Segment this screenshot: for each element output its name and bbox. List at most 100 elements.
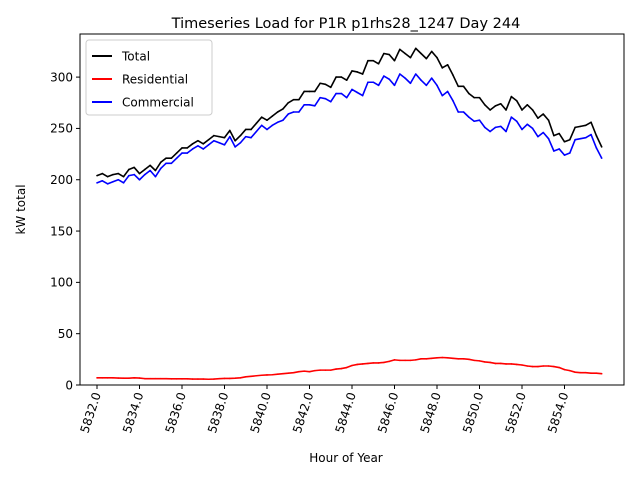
- data-point-total: [383, 52, 385, 55]
- data-point-total: [388, 53, 390, 56]
- data-point-commercial: [329, 100, 332, 103]
- data-point-commercial: [526, 123, 529, 126]
- data-point-total: [505, 109, 507, 111]
- data-point-residential: [112, 377, 114, 379]
- data-point-commercial: [473, 120, 475, 123]
- data-point-residential: [255, 374, 258, 377]
- data-point-commercial: [282, 119, 284, 122]
- data-point-residential: [521, 364, 523, 366]
- data-point-commercial: [367, 81, 369, 84]
- data-point-commercial: [255, 130, 258, 133]
- data-point-residential: [96, 377, 98, 379]
- x-tick-label: 5838.0: [205, 391, 231, 435]
- data-point-residential: [191, 378, 194, 380]
- data-point-total: [319, 82, 321, 85]
- data-point-commercial: [207, 144, 210, 146]
- data-point-commercial: [276, 121, 279, 124]
- y-tick-label: 300: [50, 70, 73, 84]
- data-point-residential: [335, 368, 337, 370]
- data-point-commercial: [244, 135, 247, 138]
- data-point-residential: [329, 369, 332, 371]
- data-point-commercial: [388, 78, 390, 80]
- data-point-residential: [372, 362, 375, 364]
- data-point-commercial: [356, 91, 359, 94]
- data-point-residential: [414, 359, 417, 361]
- data-point-total: [170, 157, 173, 159]
- data-point-commercial: [404, 77, 406, 79]
- data-point-residential: [298, 370, 300, 373]
- data-point-residential: [351, 364, 353, 367]
- data-point-total: [191, 143, 194, 145]
- data-point-commercial: [430, 77, 433, 79]
- data-point-total: [271, 115, 274, 117]
- data-point-residential: [420, 358, 422, 360]
- data-point-total: [303, 90, 305, 93]
- data-point-commercial: [308, 104, 311, 106]
- data-point-total: [218, 135, 220, 138]
- data-point-commercial: [595, 147, 598, 149]
- data-point-commercial: [303, 104, 305, 106]
- data-point-residential: [244, 375, 247, 378]
- data-point-total: [436, 56, 438, 59]
- data-point-residential: [266, 374, 268, 376]
- data-point-total: [96, 174, 98, 177]
- data-point-residential: [250, 375, 252, 378]
- data-point-commercial: [547, 137, 550, 140]
- data-point-total: [112, 173, 114, 176]
- data-point-total: [314, 90, 316, 93]
- data-point-total: [595, 134, 598, 137]
- data-point-total: [186, 147, 189, 149]
- data-point-residential: [271, 373, 274, 376]
- data-point-residential: [531, 365, 534, 368]
- x-tick-label: 5854.0: [545, 391, 571, 435]
- x-tick-label: 5836.0: [163, 391, 189, 435]
- data-point-commercial: [558, 148, 560, 150]
- data-point-residential: [117, 377, 120, 379]
- data-point-total: [223, 136, 226, 139]
- data-point-residential: [138, 377, 141, 379]
- x-tick-label: 5846.0: [375, 391, 401, 435]
- data-point-total: [521, 109, 523, 111]
- data-point-residential: [584, 371, 587, 374]
- data-point-commercial: [213, 139, 215, 142]
- data-point-total: [234, 139, 236, 142]
- data-point-residential: [186, 378, 189, 380]
- legend-box: [85, 39, 213, 116]
- data-point-commercial: [372, 81, 375, 84]
- data-point-total: [531, 109, 534, 111]
- data-point-total: [213, 134, 215, 137]
- data-point-residential: [319, 369, 321, 371]
- data-point-total: [430, 50, 433, 53]
- data-point-residential: [303, 370, 305, 372]
- data-point-commercial: [271, 124, 274, 127]
- data-point-total: [181, 147, 183, 149]
- data-point-commercial: [175, 157, 178, 159]
- data-point-commercial: [478, 119, 481, 122]
- data-point-residential: [340, 367, 343, 370]
- x-tick-label: 5842.0: [290, 391, 316, 435]
- data-point-residential: [144, 377, 146, 380]
- data-point-commercial: [484, 126, 486, 129]
- data-point-commercial: [138, 178, 141, 181]
- data-point-commercial: [505, 130, 507, 133]
- data-point-commercial: [574, 138, 576, 141]
- data-point-total: [468, 92, 470, 95]
- data-point-commercial: [117, 178, 120, 181]
- data-point-residential: [175, 378, 178, 380]
- data-point-residential: [314, 369, 316, 372]
- data-point-residential: [542, 365, 545, 367]
- data-point-total: [579, 125, 582, 128]
- data-point-total: [298, 98, 300, 101]
- data-point-total: [473, 96, 475, 99]
- data-point-total: [558, 132, 560, 135]
- data-point-total: [569, 138, 571, 141]
- data-point-commercial: [542, 131, 545, 134]
- data-point-total: [207, 138, 210, 141]
- data-point-total: [499, 102, 502, 105]
- data-point-total: [128, 168, 130, 171]
- data-point-commercial: [399, 73, 401, 75]
- data-point-total: [106, 175, 109, 178]
- data-point-commercial: [436, 84, 438, 87]
- data-point-residential: [223, 377, 226, 380]
